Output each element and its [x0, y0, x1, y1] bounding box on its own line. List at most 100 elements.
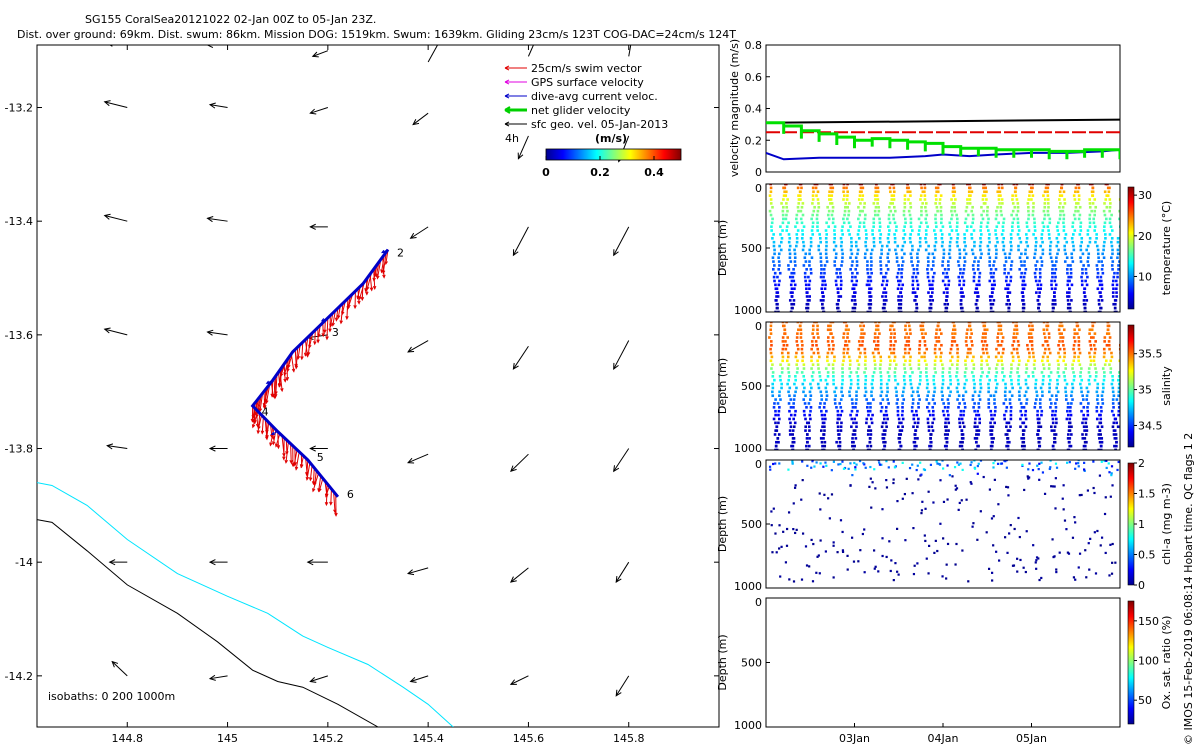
section-sample-point — [1086, 489, 1090, 492]
section-sample-point — [1121, 328, 1124, 331]
section-sample-point — [973, 467, 977, 470]
section-sample-point — [879, 268, 883, 271]
section-sample-point — [779, 240, 783, 244]
section-sample-point — [1061, 209, 1065, 213]
section-sample-point — [884, 291, 888, 294]
section-sample-point — [1011, 343, 1014, 347]
section-sample-point — [1022, 275, 1026, 279]
section-sample-point — [1019, 409, 1023, 413]
swim-vector — [339, 303, 344, 325]
geo-velocity-arrow — [103, 213, 128, 222]
swim-vector-head — [289, 459, 293, 465]
section-sample-point — [995, 371, 999, 374]
section-sample-point — [928, 444, 931, 448]
section-sample-point — [1098, 440, 1102, 444]
section-sample-point — [869, 433, 873, 436]
section-sample-point — [789, 406, 793, 409]
section-sample-point — [892, 213, 895, 217]
section-sample-point — [925, 347, 929, 351]
section-sample-point — [1021, 306, 1025, 310]
section-sample-point — [897, 264, 900, 267]
section-sample-point — [1080, 283, 1084, 287]
section-sample-point — [788, 237, 792, 240]
section-sample-point — [1111, 260, 1115, 263]
section-sample-point — [819, 260, 823, 263]
section-sample-point — [874, 322, 877, 324]
section-sample-point — [771, 394, 775, 397]
section-sample-point — [1049, 256, 1053, 259]
swim-vector-shaft — [270, 382, 274, 397]
section-sample-point — [831, 363, 835, 366]
section-sample-point — [777, 310, 780, 312]
section-sample-point — [909, 355, 912, 359]
section-sample-point — [851, 275, 854, 279]
section-sample-point — [819, 462, 822, 465]
section-sample-point — [851, 402, 854, 405]
section-y-tick-label: 1000 — [734, 719, 762, 732]
section-sample-point — [1089, 347, 1093, 351]
section-sample-point — [851, 437, 854, 440]
swim-vector-shaft — [330, 488, 332, 505]
section-sample-point — [886, 268, 890, 271]
section-sample-point — [831, 340, 834, 343]
section-sample-point — [920, 332, 924, 335]
section-sample-point — [893, 332, 896, 335]
section-sample-point — [1015, 332, 1019, 335]
section-sample-point — [1055, 570, 1058, 574]
section-sample-point — [983, 322, 987, 324]
section-sample-point — [1077, 347, 1081, 351]
section-sample-point — [878, 221, 882, 225]
section-sample-point — [811, 225, 815, 228]
section-sample-point — [832, 576, 835, 579]
section-sample-point — [938, 328, 942, 332]
figure-subtitle: Dist. over ground: 69km. Dist. swum: 86k… — [17, 28, 736, 41]
section-sample-point — [773, 378, 776, 382]
section-sample-point — [1070, 237, 1074, 240]
section-sample-point — [874, 198, 877, 201]
section-sample-point — [829, 198, 833, 201]
section-sample-point — [775, 429, 779, 432]
section-sample-point — [944, 310, 947, 312]
section-sample-point — [784, 217, 788, 221]
section-sample-point — [862, 221, 866, 225]
section-sample-point — [1056, 359, 1060, 363]
section-sample-point — [917, 367, 921, 370]
section-sample-point — [1110, 355, 1114, 359]
section-sample-point — [1111, 279, 1115, 283]
section-sample-point — [917, 359, 921, 363]
section-sample-point — [965, 378, 968, 382]
section-sample-point — [1117, 460, 1120, 464]
section-sample-point — [792, 580, 796, 583]
section-colorbar — [1127, 324, 1135, 448]
section-sample-point — [815, 194, 818, 197]
section-sample-point — [1111, 378, 1115, 382]
section-sample-point — [851, 287, 854, 291]
section-sample-point — [928, 287, 932, 291]
section-sample-point — [947, 260, 950, 263]
section-sample-point — [836, 287, 840, 291]
section-colorbar-tick-label: 30 — [1138, 189, 1152, 202]
section-sample-point — [920, 355, 924, 359]
section-sample-point — [1051, 409, 1054, 413]
section-sample-point — [916, 562, 919, 565]
section-sample-point — [1103, 371, 1106, 374]
section-sample-point — [853, 299, 857, 302]
section-sample-point — [809, 268, 813, 271]
section-sample-point — [1008, 302, 1012, 306]
section-sample-point — [855, 421, 858, 425]
section-sample-point — [809, 406, 813, 409]
section-sample-point — [879, 371, 882, 374]
section-sample-point — [941, 394, 944, 397]
section-sample-point — [874, 190, 878, 194]
section-sample-point — [839, 287, 843, 291]
swim-vector-shaft — [346, 298, 349, 319]
geo-velocity-arrow-shaft — [510, 675, 529, 685]
section-sample-point — [1006, 437, 1010, 440]
section-sample-point — [831, 371, 835, 374]
section-sample-point — [901, 283, 905, 287]
section-sample-point — [933, 551, 936, 555]
section-sample-point — [816, 209, 820, 213]
geo-velocity-arrow-head — [309, 677, 317, 683]
section-sample-point — [981, 347, 985, 351]
section-sample-point — [908, 347, 912, 351]
